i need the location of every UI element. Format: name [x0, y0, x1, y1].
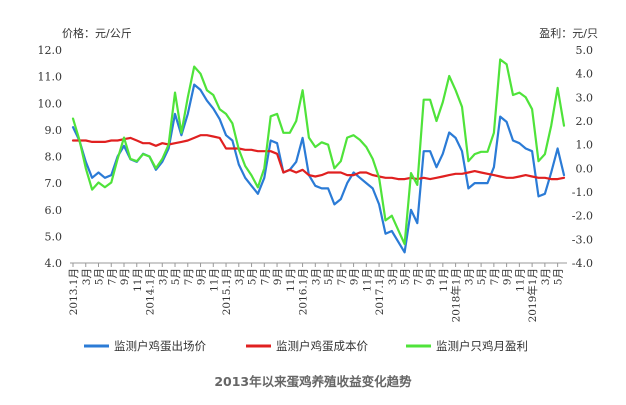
- x-tick-label: 7月: [259, 268, 271, 285]
- x-tick-label: 9月: [349, 268, 361, 285]
- x-tick-label: 9月: [119, 268, 131, 285]
- x-tick-label: 9月: [502, 268, 514, 285]
- right-tick-label: -3.0: [572, 233, 593, 246]
- right-tick-label: 2.0: [576, 115, 594, 128]
- x-tick-label: 7月: [183, 268, 195, 285]
- legend-label-profit: 监测户只鸡月盈利: [436, 339, 528, 353]
- right-tick-label: 5.0: [576, 44, 594, 57]
- right-tick-label: 4.0: [576, 68, 594, 81]
- x-tick-label: 5月: [94, 268, 106, 285]
- x-tick-label: 11月: [285, 268, 297, 292]
- right-tick-label: 3.0: [576, 91, 594, 104]
- x-tick-label: 7月: [106, 268, 118, 285]
- right-tick-label: -2.0: [572, 210, 593, 223]
- legend: 监测户鸡蛋出场价 监测户鸡蛋成本价 监测户只鸡月盈利: [84, 339, 528, 353]
- x-tick-label: 2017.1月: [374, 268, 386, 315]
- x-tick-label: 3月: [157, 268, 169, 285]
- left-tick-label: 4.0: [45, 257, 63, 270]
- x-tick-label: 5月: [553, 268, 565, 285]
- x-tick-label: 11月: [132, 268, 144, 292]
- x-tick-label: 2013.1月: [68, 268, 80, 315]
- x-tick-label: 5月: [400, 268, 412, 285]
- x-tick-label: 3月: [310, 268, 322, 285]
- x-tick-label: 2018年1月: [450, 268, 463, 322]
- x-tick-label: 2014.1月: [145, 268, 157, 315]
- left-tick-label: 6.0: [45, 204, 63, 217]
- x-tick-label: 11月: [514, 268, 526, 292]
- x-tick-label: 2016.1月: [298, 268, 310, 315]
- x-tick-label: 11月: [208, 268, 220, 292]
- series-line-profit: [71, 58, 566, 246]
- x-tick-label: 11月: [361, 268, 373, 292]
- left-axis: 4.0 5.0 6.0 7.0 8.0 9.0 10.0 11.0 12.0: [38, 44, 63, 270]
- x-tick-label: 2015.1月: [221, 268, 233, 315]
- series-line-price: [71, 83, 566, 254]
- legend-label-price: 监测户鸡蛋出场价: [114, 339, 206, 353]
- x-tick-label: 3月: [387, 268, 399, 285]
- x-tick-label: 2019年1月: [526, 268, 539, 322]
- x-tick-label: 5月: [247, 268, 259, 285]
- chart-caption: 2013年以来蛋鸡养殖收益变化趋势: [214, 374, 412, 389]
- x-tick-label: 9月: [272, 268, 284, 285]
- left-tick-label: 8.0: [45, 151, 63, 164]
- left-tick-label: 7.0: [45, 177, 63, 190]
- series-line-cost: [71, 134, 566, 181]
- left-axis-label: 价格：元/公斤: [62, 26, 132, 40]
- x-axis: 2013.1月 3月 5月 7月 9月 11月 2014.1月 3月 5月 7月 9月 11月 2015…: [68, 262, 567, 322]
- left-tick-label: 5.0: [45, 230, 63, 243]
- right-axis-label: 盈利：元/只: [539, 27, 598, 40]
- right-tick-label: 1.0: [576, 139, 594, 152]
- x-tick-label: 7月: [336, 268, 348, 285]
- left-tick-label: 12.0: [38, 44, 63, 57]
- left-tick-label: 9.0: [45, 124, 63, 137]
- left-tick-label: 10.0: [38, 97, 63, 110]
- x-tick-label: 7月: [489, 268, 501, 285]
- x-tick-label: 5月: [323, 268, 335, 285]
- x-tick-label: 7月: [412, 268, 424, 285]
- x-tick-label: 5月: [170, 268, 182, 285]
- left-tick-label: 11.0: [38, 71, 63, 84]
- x-tick-label: 3月: [463, 268, 475, 285]
- x-tick-label: 9月: [196, 268, 208, 285]
- x-tick-label: 3月: [540, 268, 552, 285]
- x-tick-label: 3月: [234, 268, 246, 285]
- right-axis: -4.0 -3.0 -2.0 -1.0 0.0 1.0 2.0 3.0 4.0 5.0: [572, 44, 593, 270]
- x-tick-label: 9月: [425, 268, 437, 285]
- x-tick-label: 11月: [438, 268, 450, 292]
- right-tick-label: -4.0: [572, 257, 593, 270]
- right-tick-label: -1.0: [572, 186, 593, 199]
- series-layer: [71, 58, 566, 254]
- x-tick-label: 3月: [81, 268, 93, 285]
- right-tick-label: 0.0: [576, 162, 594, 175]
- legend-label-cost: 监测户鸡蛋成本价: [276, 339, 368, 353]
- x-tick-label: 5月: [476, 268, 488, 285]
